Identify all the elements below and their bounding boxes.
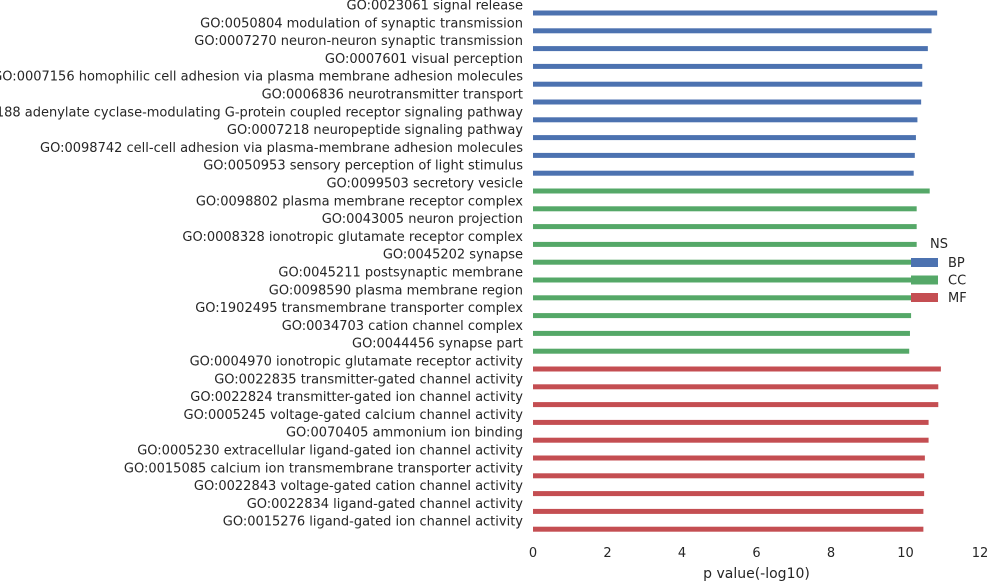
category-label: GO:0022824 transmitter-gated ion channel… <box>190 390 523 405</box>
category-label: GO:0005245 voltage-gated calcium channel… <box>184 408 524 423</box>
category-label: GO:0007601 visual perception <box>325 52 523 67</box>
category-label: GO:0023061 signal release <box>347 0 523 14</box>
bar-cc <box>533 277 913 283</box>
bar-bp <box>533 117 918 123</box>
bar-mf <box>533 419 929 425</box>
bar-cc <box>533 259 913 265</box>
category-label: GO:0098590 plasma membrane region <box>269 283 523 298</box>
category-label: GO:0034703 cation channel complex <box>282 319 524 334</box>
category-label: GO:0007218 neuropeptide signaling pathwa… <box>227 123 523 138</box>
bar-bp <box>533 63 923 69</box>
category-label: GO:0050804 modulation of synaptic transm… <box>200 16 523 31</box>
x-axis-label: p value(-log10) <box>703 566 810 582</box>
category-label: GO:0015085 calcium ion transmembrane tra… <box>124 461 523 476</box>
category-label: GO:0099503 secretory vesicle <box>326 177 523 192</box>
category-label: GO:0005230 extracellular ligand-gated io… <box>137 444 523 459</box>
bar-mf <box>533 402 939 408</box>
category-label: GO:0004970 ionotropic glutamate receptor… <box>190 355 524 370</box>
category-label: GO:0044456 synapse part <box>352 337 523 352</box>
legend-swatch-mf <box>911 293 938 302</box>
bar-mf <box>533 526 924 532</box>
bar-bp <box>533 135 916 141</box>
category-label: GO:0007188 adenylate cyclase-modulating … <box>0 105 523 120</box>
bar-mf <box>533 366 941 372</box>
category-label: GO:0022835 transmitter-gated channel act… <box>214 372 523 387</box>
bar-mf <box>533 508 924 514</box>
category-label: GO:0043005 neuron projection <box>322 212 523 227</box>
category-label: GO:0070405 ammonium ion binding <box>286 426 523 441</box>
category-label: GO:0007156 homophilic cell adhesion via … <box>0 70 523 85</box>
category-label: GO:0015276 ligand-gated ion channel acti… <box>223 515 524 530</box>
bar-bp <box>533 81 923 87</box>
legend-swatch-bp <box>911 258 938 267</box>
category-label: GO:0098742 cell-cell adhesion via plasma… <box>40 141 523 156</box>
category-label: GO:0050953 sensory perception of light s… <box>203 159 523 174</box>
category-label: GO:0007270 neuron-neuron synaptic transm… <box>194 34 523 49</box>
category-label: GO:0022843 voltage-gated cation channel … <box>194 479 523 494</box>
bar-cc <box>533 224 917 230</box>
bar-mf <box>533 384 939 390</box>
x-tick-label: 0 <box>529 546 537 561</box>
bar-cc <box>533 206 917 212</box>
bar-bp <box>533 99 922 105</box>
bar-mf <box>533 437 929 443</box>
category-label: GO:0045211 postsynaptic membrane <box>278 266 523 281</box>
bar-cc <box>533 348 910 354</box>
x-tick-label: 10 <box>897 546 914 561</box>
legend-swatch-cc <box>911 275 938 285</box>
x-tick-label: 4 <box>678 546 686 561</box>
legend-title: NS <box>930 237 948 252</box>
bar-bp <box>533 46 928 52</box>
bar-cc <box>533 313 912 319</box>
legend-label-mf: MF <box>948 291 967 306</box>
bar-bp <box>533 170 914 176</box>
category-label: GO:0098802 plasma membrane receptor comp… <box>196 194 523 209</box>
bar-cc <box>533 295 912 301</box>
x-tick-label: 2 <box>603 546 611 561</box>
category-label: GO:0006836 neurotransmitter transport <box>262 88 523 103</box>
bars-group <box>533 10 941 532</box>
bar-bp <box>533 10 938 16</box>
category-labels: GO:0023061 signal release GO:0050804 modu… <box>0 0 523 530</box>
bar-mf <box>533 491 925 497</box>
bar-mf <box>533 455 925 461</box>
legend-label-bp: BP <box>948 256 965 271</box>
bar-bp <box>533 152 915 158</box>
category-label: GO:1902495 transmembrane transporter com… <box>195 301 523 316</box>
category-label: GO:0022834 ligand-gated channel activity <box>247 497 524 512</box>
bar-bp <box>533 28 932 34</box>
bar-mf <box>533 473 925 479</box>
legend: NS BP CC MF <box>911 237 967 306</box>
x-tick-label: 8 <box>827 546 835 561</box>
bar-cc <box>533 241 917 247</box>
x-tick-label: 6 <box>752 546 760 561</box>
category-label: GO:0008328 ionotropic glutamate receptor… <box>182 230 523 245</box>
legend-label-cc: CC <box>948 274 966 289</box>
bar-cc <box>533 330 910 336</box>
bar-cc <box>533 188 930 194</box>
x-axis-ticks: 0 2 4 6 8 10 12 <box>529 546 988 561</box>
category-label: GO:0045202 synapse <box>383 248 523 263</box>
x-tick-label: 12 <box>972 546 989 561</box>
